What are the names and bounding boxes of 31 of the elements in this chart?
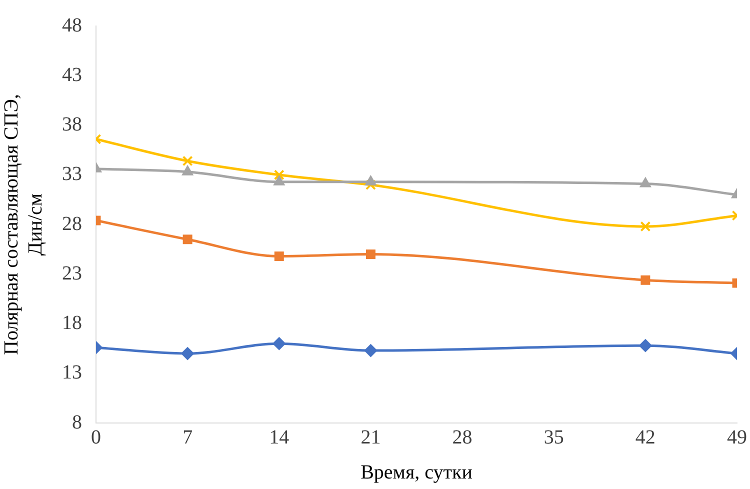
x-tick-label: 35 [544,426,564,448]
y-tick-label: 38 [62,114,82,136]
point [365,180,376,190]
x-tick-label: 7 [182,426,193,448]
y-tick-label: 43 [62,64,82,86]
y-axis-title: Полярная составляющая СПЭ, Дин/см [0,94,46,356]
point [274,170,284,180]
x-tick-label: 21 [360,426,381,448]
x-axis-title: Время, сутки [360,461,473,484]
point [182,234,192,244]
y-tick-label: 8 [72,411,82,434]
x-tick-label: 0 [91,426,101,448]
point [273,175,285,186]
x-tick-label: 28 [452,426,472,448]
point [364,344,378,358]
x-tick-label: 14 [269,426,290,448]
point [182,156,193,166]
x-tick-label: 42 [635,426,656,448]
point [181,347,194,360]
point [365,175,376,186]
point [272,337,286,350]
point [366,250,376,260]
y-tick-label: 23 [62,262,82,284]
y-tick-label: 33 [62,163,82,186]
x-tick-label: 49 [727,426,747,448]
y-tick-label: 18 [62,312,82,334]
y-tick-label: 28 [62,212,82,235]
point [274,252,284,262]
y-tick-label: 48 [62,14,82,36]
point [182,165,194,176]
y-tick-label: 13 [62,362,82,384]
